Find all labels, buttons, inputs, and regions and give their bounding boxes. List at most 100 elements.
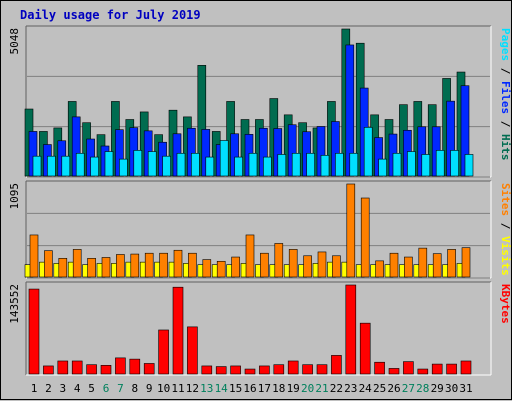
kbytes-bar-kbytes — [403, 361, 414, 375]
hits-bar-pages — [306, 152, 315, 177]
x-tick-label: 29 — [431, 382, 444, 395]
kbytes-bar-kbytes — [86, 364, 97, 375]
visits-bar-sites — [404, 256, 413, 278]
visits-bar-sites — [116, 254, 125, 278]
legend-separator: / — [499, 216, 512, 236]
kbytes-bar-kbytes — [172, 286, 184, 375]
visits-bar-sites — [29, 234, 39, 278]
hits-bar-pages — [90, 156, 99, 177]
legend-separator: / — [499, 61, 512, 81]
hits-bar-pages — [191, 152, 200, 177]
visits-bar-sites — [346, 183, 356, 278]
visits-bar-sites — [432, 253, 442, 278]
hits-ymax-label: 5048 — [8, 28, 21, 55]
hits-bar-pages — [407, 151, 416, 177]
kbytes-bar-kbytes — [316, 364, 328, 375]
kbytes-bar-kbytes — [187, 326, 198, 375]
kbytes-bar-kbytes — [215, 366, 227, 375]
x-tick-label: 14 — [215, 382, 229, 395]
x-tick-label: 1 — [31, 382, 38, 395]
visits-bar-sites — [447, 249, 456, 278]
visits-bar-sites — [101, 257, 111, 278]
kbytes-bar-kbytes — [201, 365, 213, 375]
legend-kbytes: KBytes — [499, 284, 512, 324]
x-tick-label: 26 — [387, 382, 400, 395]
x-tick-label: 13 — [200, 382, 213, 395]
x-tick-label: 9 — [146, 382, 153, 395]
x-tick-label: 30 — [445, 382, 458, 395]
x-tick-label: 10 — [157, 382, 170, 395]
hits-bar-pages — [133, 150, 143, 177]
visits-bar-sites — [173, 249, 183, 278]
visits-bar-sites — [418, 247, 428, 278]
hits-legend: Pages / Files / Hits — [499, 28, 512, 161]
hits-bar-pages — [75, 152, 85, 177]
visits-bar-sites — [375, 260, 384, 278]
visits-bar-sites — [332, 255, 341, 278]
hits-bar-pages — [234, 156, 243, 177]
visits-bar-sites — [130, 253, 140, 278]
hits-bar-pages — [277, 154, 287, 177]
visits-bar-sites — [317, 251, 327, 278]
hits-bar-pages — [378, 158, 387, 177]
hits-bar-pages — [392, 152, 402, 177]
x-tick-label: 23 — [344, 382, 357, 395]
kbytes-bar-kbytes — [331, 355, 342, 375]
kbytes-bar-kbytes — [431, 363, 443, 375]
visits-bar-sites — [303, 255, 312, 278]
visits-bar-sites — [44, 250, 53, 278]
legend-sites: Sites — [499, 183, 512, 216]
visits-bar-sites — [274, 243, 284, 278]
hits-bar-pages — [421, 154, 431, 177]
legend-files: Files — [499, 81, 512, 114]
visits-bar-sites — [260, 252, 269, 278]
x-tick-label: 4 — [74, 382, 81, 395]
visits-bar-sites — [159, 252, 168, 278]
hits-bar-pages — [104, 151, 114, 177]
legend-hits: Hits — [499, 134, 512, 161]
hits-bar-pages — [176, 152, 186, 177]
x-tick-label: 12 — [186, 382, 199, 395]
visits-bar-sites — [58, 258, 68, 278]
kbytes-bar-kbytes — [259, 365, 270, 375]
x-tick-label: 21 — [315, 382, 328, 395]
hits-bar-pages — [435, 150, 445, 177]
hits-bar-pages — [335, 152, 344, 177]
visits-bar-sites — [461, 247, 471, 278]
kbytes-bar-kbytes — [158, 329, 169, 375]
x-tick-label: 18 — [272, 382, 285, 395]
hits-bar-pages — [162, 155, 171, 177]
x-tick-label: 20 — [301, 382, 314, 395]
kbytes-bar-kbytes — [43, 365, 54, 375]
visits-bar-sites — [72, 249, 82, 278]
kbytes-bar-kbytes — [345, 284, 357, 375]
x-tick-label: 2 — [45, 382, 52, 395]
hits-bar-pages — [32, 155, 42, 177]
kbytes-bar-kbytes — [287, 360, 299, 375]
kbytes-bar-kbytes — [359, 322, 371, 375]
x-tick-label: 6 — [103, 382, 110, 395]
visits-bar-sites — [202, 259, 212, 278]
hits-bar-pages — [119, 158, 128, 177]
hits-bar-pages — [363, 127, 373, 177]
kbytes-bar-kbytes — [57, 360, 69, 375]
kbytes-bar-kbytes — [28, 288, 40, 375]
kbytes-bar-kbytes — [446, 363, 457, 375]
visits-bar-sites — [231, 256, 240, 278]
hits-bar-pages — [349, 152, 359, 177]
hits-bar-pages — [248, 152, 258, 177]
kbytes-bar-kbytes — [244, 368, 256, 375]
kbytes-bar-kbytes — [143, 363, 155, 375]
kbytes-bar-kbytes — [273, 364, 285, 375]
x-tick-label: 25 — [373, 382, 386, 395]
kbytes-bar-kbytes — [460, 360, 472, 375]
kbytes-bar-kbytes — [230, 365, 241, 375]
x-tick-label: 24 — [359, 382, 373, 395]
hits-bar-pages — [291, 152, 301, 177]
x-tick-label: 7 — [117, 382, 124, 395]
hits-bar-pages — [450, 150, 459, 177]
kbytes-bar-kbytes — [302, 364, 313, 375]
x-tick-label: 27 — [402, 382, 415, 395]
hits-bar-pages — [47, 155, 56, 177]
